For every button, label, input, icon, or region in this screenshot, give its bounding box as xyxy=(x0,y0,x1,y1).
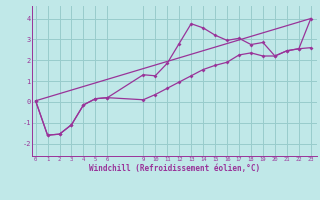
X-axis label: Windchill (Refroidissement éolien,°C): Windchill (Refroidissement éolien,°C) xyxy=(89,164,260,172)
